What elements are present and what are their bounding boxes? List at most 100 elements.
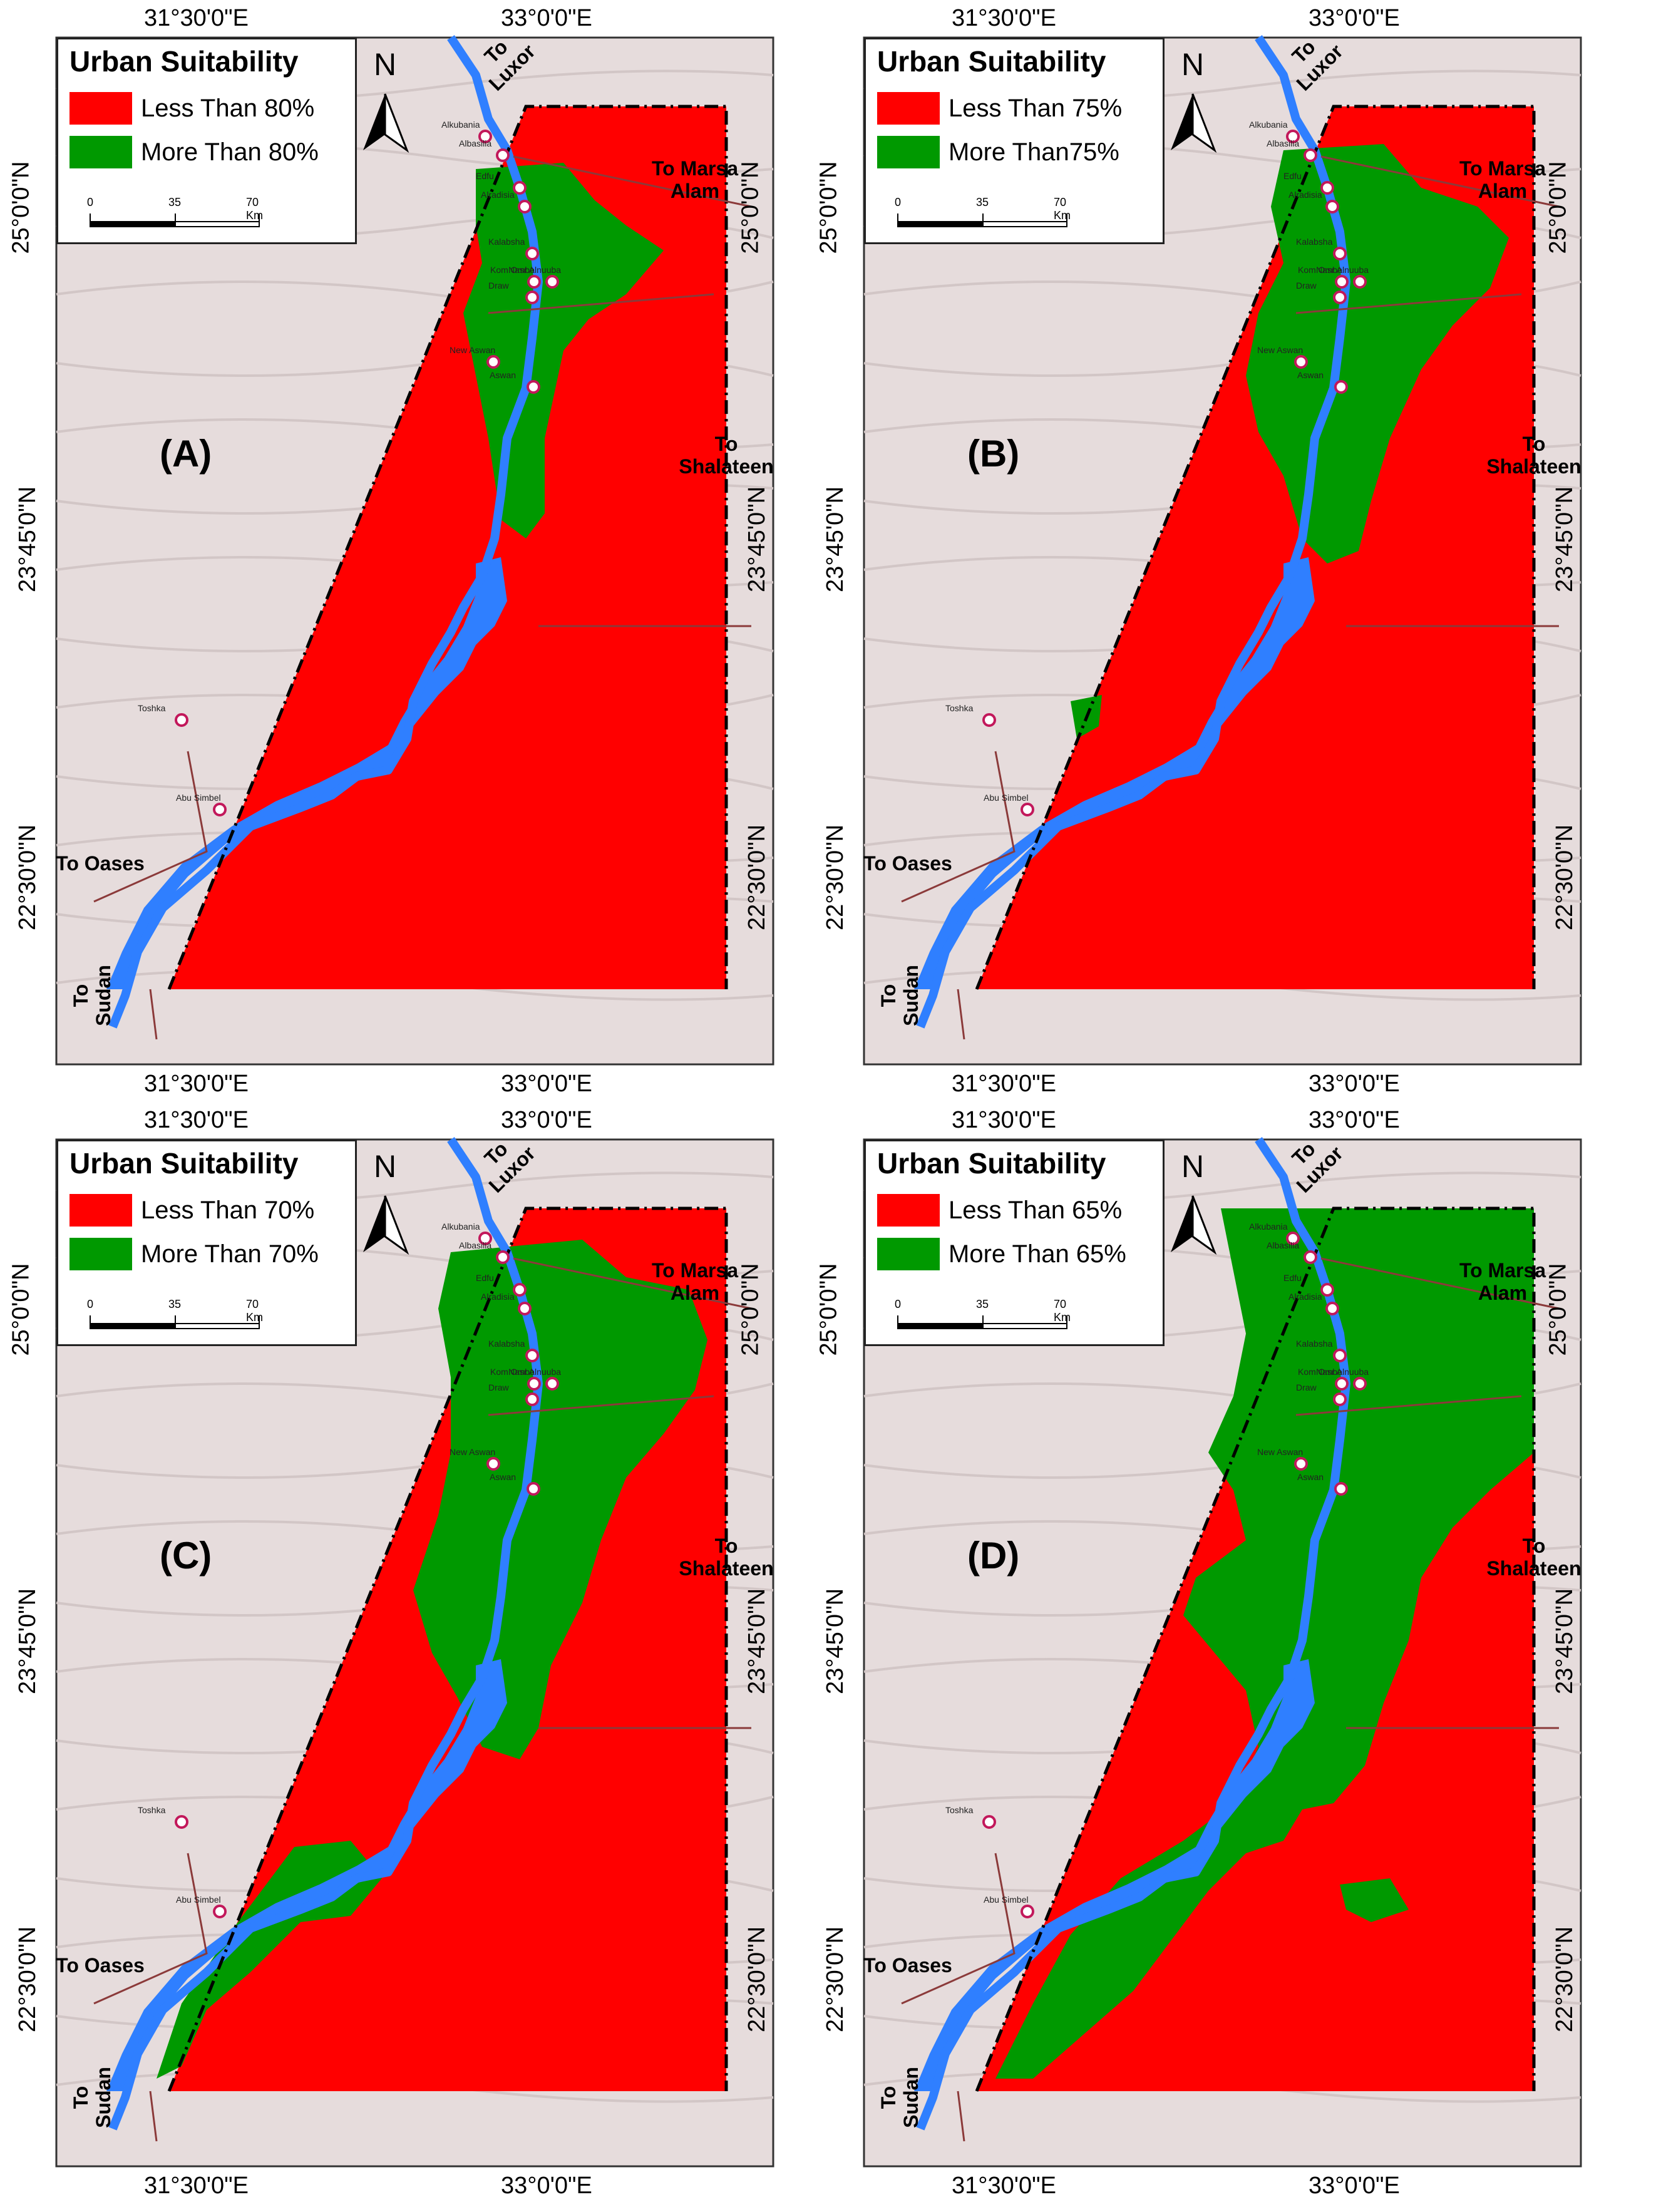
city-label: Nasr Alnuuba [508, 265, 561, 275]
direction-text: To [1523, 1535, 1546, 1557]
city-label: Alkubania [1249, 120, 1288, 130]
direction-text: To [69, 2086, 92, 2109]
city-marker [1335, 275, 1349, 289]
road [149, 2091, 158, 2142]
legend-swatch-less [877, 1194, 940, 1227]
lat-label-right: 25°0'0"N [1545, 161, 1571, 254]
direction-label-sudan: To Sudan [69, 2067, 115, 2128]
legend-swatch-more [69, 1238, 132, 1270]
scale-segment-light [982, 221, 1067, 227]
study-area-boundary [975, 105, 1536, 990]
city-marker [525, 1392, 539, 1406]
scale-tick [175, 213, 176, 227]
city-marker [1021, 1905, 1034, 1918]
lat-label-left: 22°30'0"N [14, 824, 41, 931]
suitability-more-area [1340, 1878, 1409, 1922]
scale-segment-dark [90, 221, 175, 227]
city-label: Nasr Alnuuba [1316, 265, 1369, 275]
city-marker [1334, 1482, 1348, 1496]
lat-label-left: 23°45'0"N [822, 1588, 849, 1695]
city-label: Draw [488, 280, 510, 291]
direction-text: To [1523, 433, 1546, 455]
city-label: Alradisia [481, 190, 515, 200]
city-marker [527, 1377, 541, 1391]
city-marker [525, 291, 539, 304]
lon-label-top-right: 33°0'0"E [1309, 1107, 1400, 1133]
direction-text: To [877, 2086, 900, 2109]
north-arrow-icon: N [1171, 47, 1217, 153]
lon-label-top-left: 31°30'0"E [144, 1107, 249, 1133]
direction-text: To Oases [56, 1954, 145, 1977]
map-svg: Alkubania Albasilia Edfu Alradisia Kalabsha K… [863, 1137, 1582, 2168]
lat-label-left: 25°0'0"N [8, 161, 34, 254]
direction-text: Sudan [900, 965, 922, 1026]
city-label: Aswan [1297, 1472, 1324, 1482]
lat-label-left: 22°30'0"N [14, 1926, 41, 2033]
lon-label-top-left: 31°30'0"E [952, 1107, 1056, 1133]
city-label: Kom Ombo [1298, 265, 1342, 275]
city-marker [518, 1302, 532, 1315]
legend-label-less: Less Than 75% [949, 94, 1123, 122]
city-marker [1286, 1232, 1300, 1245]
city-label: Kom Ombo [490, 1367, 535, 1377]
study-area-boundary [167, 105, 728, 990]
panel-letter: (A) [160, 433, 212, 475]
legend: Urban Suitability Less Than 80% More Than … [56, 38, 357, 244]
direction-text: Alam [1478, 1282, 1527, 1304]
scale-bar: 0 35 70 Km [895, 196, 1071, 234]
direction-label-oases: To Oases [56, 1954, 145, 1977]
lon-label-bottom-right: 33°0'0"E [1309, 2173, 1400, 2199]
scale-label-0: 0 [895, 196, 902, 208]
lat-label-right: 23°45'0"N [1551, 1588, 1578, 1695]
lat-label-right: 25°0'0"N [1545, 1263, 1571, 1356]
map-panel-b: Alkubania Albasilia Edfu Alradisia Kalabsha K… [808, 0, 1582, 1097]
city-label: New Aswan [450, 1447, 495, 1457]
direction-text: Shalateen [679, 455, 773, 478]
city-marker [513, 181, 527, 195]
scale-tick [982, 213, 984, 227]
scale-tick [897, 213, 898, 227]
city-label: Abu Simbel [984, 793, 1029, 803]
lat-label-right: 25°0'0"N [737, 161, 764, 254]
legend-swatch-less [69, 92, 132, 125]
scale-tick [259, 213, 260, 227]
city-marker [1286, 130, 1300, 143]
city-label: Toshka [138, 703, 166, 713]
scale-label-0: 0 [895, 1298, 902, 1310]
city-marker [1335, 1377, 1349, 1391]
legend-row-less: Less Than 70% [69, 1191, 314, 1229]
city-label: Toshka [945, 1805, 974, 1815]
road [901, 1853, 1016, 2005]
direction-text: To Oases [56, 852, 145, 875]
lat-label-right: 23°45'0"N [744, 486, 771, 593]
direction-text: To Marsa [1459, 1259, 1546, 1282]
city-marker [525, 247, 539, 260]
lon-label-bottom-right: 33°0'0"E [501, 2173, 592, 2199]
lat-label-left: 25°0'0"N [815, 161, 842, 254]
legend: Urban Suitability Less Than 65% More Than … [864, 1139, 1165, 1346]
scale-label-70: 70 Km [1054, 196, 1071, 222]
city-marker [1021, 803, 1034, 816]
lat-label-right: 25°0'0"N [737, 1263, 764, 1356]
scale-label-0: 0 [87, 1298, 94, 1310]
scale-label-70: 70 Km [246, 1298, 263, 1324]
lat-label-left: 22°30'0"N [822, 1926, 849, 2033]
direction-label-oases: To Oases [863, 852, 952, 875]
city-marker [527, 1482, 540, 1496]
city-label: Albasilia [459, 1240, 491, 1250]
city-marker [1333, 247, 1347, 260]
scale-segment-dark [90, 1323, 175, 1329]
lon-label-bottom-left: 31°30'0"E [952, 2173, 1056, 2199]
city-marker [527, 380, 540, 394]
city-marker [213, 1905, 227, 1918]
scale-label-35: 35 [976, 196, 989, 208]
legend-row-less: Less Than 65% [877, 1191, 1122, 1229]
scale-segment-dark [897, 221, 982, 227]
scale-tick [90, 213, 91, 227]
lat-label-left: 23°45'0"N [14, 486, 41, 593]
road [1320, 1257, 1560, 1310]
legend-swatch-less [877, 92, 940, 125]
